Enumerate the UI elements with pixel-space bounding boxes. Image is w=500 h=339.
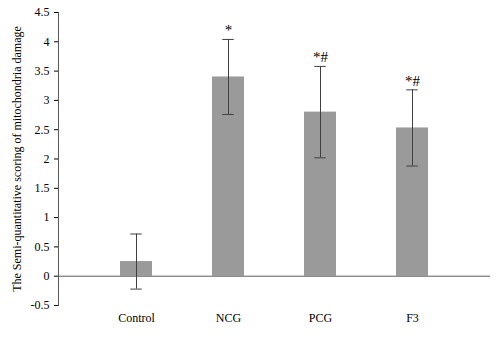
svg-text:NCG: NCG <box>216 311 242 325</box>
svg-text:2.5: 2.5 <box>35 123 50 137</box>
svg-text:-0.5: -0.5 <box>31 298 50 312</box>
svg-text:0: 0 <box>44 269 50 283</box>
svg-text:1.5: 1.5 <box>35 181 50 195</box>
svg-text:3: 3 <box>44 93 50 107</box>
svg-text:*: * <box>225 22 233 38</box>
svg-text:4.5: 4.5 <box>35 5 50 19</box>
svg-text:2: 2 <box>44 152 50 166</box>
svg-text:1: 1 <box>44 210 50 224</box>
svg-text:PCG: PCG <box>309 311 333 325</box>
svg-text:0.5: 0.5 <box>35 240 50 254</box>
svg-text:3.5: 3.5 <box>35 64 50 78</box>
svg-text:4: 4 <box>44 35 50 49</box>
svg-text:The Semi-quantitative scoring: The Semi-quantitative scoring of mitocho… <box>10 26 24 292</box>
svg-text:Control: Control <box>118 311 155 325</box>
svg-text:F3: F3 <box>406 311 419 325</box>
svg-text:*#: *# <box>405 73 421 89</box>
svg-text:*#: *# <box>313 49 329 65</box>
